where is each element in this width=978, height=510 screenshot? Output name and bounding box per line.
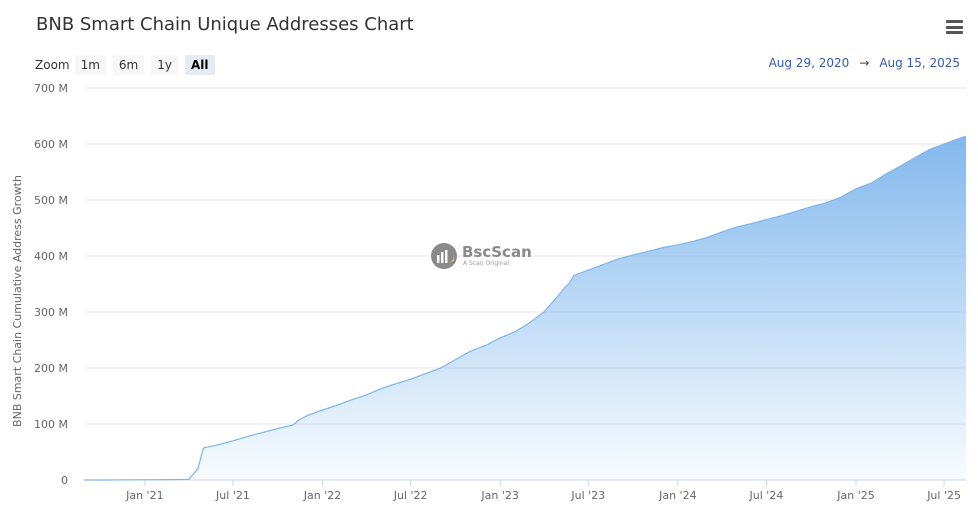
zoom-controls: Zoom 1m 6m 1y All <box>35 54 222 76</box>
chart-title: BNB Smart Chain Unique Addresses Chart <box>36 14 414 35</box>
x-tick-label: Jan '22 <box>303 489 341 502</box>
zoom-1y-button[interactable]: 1y <box>151 55 178 75</box>
bscscan-watermark: BscScan A Scan Original <box>430 242 532 270</box>
x-tick-label: Jul '24 <box>749 489 784 502</box>
axes: 0 100 M 200 M 300 M 400 M 500 M 600 M 700 M Jan … <box>11 82 961 502</box>
x-tick-label: Jan '24 <box>658 489 696 502</box>
y-axis-title: BNB Smart Chain Cumulative Address Growt… <box>11 175 24 427</box>
series-layer <box>84 135 967 481</box>
zoom-all-button[interactable]: All <box>185 55 215 75</box>
range-arrow: → <box>859 56 870 70</box>
x-tick-label: Jul '22 <box>393 489 428 502</box>
range-to-date[interactable]: Aug 15, 2025 <box>879 56 960 70</box>
series-line <box>84 135 967 481</box>
y-tick-label: 200 M <box>34 362 68 375</box>
y-tick-label: 400 M <box>34 250 68 263</box>
x-tick-label: Jul '23 <box>570 489 605 502</box>
date-range: Aug 29, 2020 → Aug 15, 2025 <box>769 56 960 70</box>
watermark-name: BscScan <box>462 242 532 261</box>
range-from-date[interactable]: Aug 29, 2020 <box>768 56 850 70</box>
y-tick-label: 600 M <box>34 138 68 151</box>
zoom-label: Zoom <box>35 58 70 72</box>
y-tick-label: 100 M <box>34 418 68 431</box>
x-tick-label: Jul '25 <box>926 489 961 502</box>
series-area <box>84 136 966 480</box>
zoom-6m-button[interactable]: 6m <box>112 55 145 75</box>
y-tick-label: 300 M <box>34 306 68 319</box>
x-tick-label: Jan '25 <box>836 489 874 502</box>
x-tick-label: Jul '21 <box>215 489 250 502</box>
y-tick-label: 500 M <box>34 194 68 207</box>
watermark-subtitle: A Scan Original <box>463 259 509 267</box>
zoom-1m-button[interactable]: 1m <box>74 55 106 75</box>
bscscan-logo-icon <box>431 243 457 269</box>
hamburger-menu-icon[interactable] <box>946 20 963 34</box>
x-tick-label: Jan '23 <box>480 489 518 502</box>
y-tick-label: 0 <box>61 474 68 487</box>
x-tick-label: Jan '21 <box>125 489 163 502</box>
y-tick-label: 700 M <box>34 82 68 95</box>
